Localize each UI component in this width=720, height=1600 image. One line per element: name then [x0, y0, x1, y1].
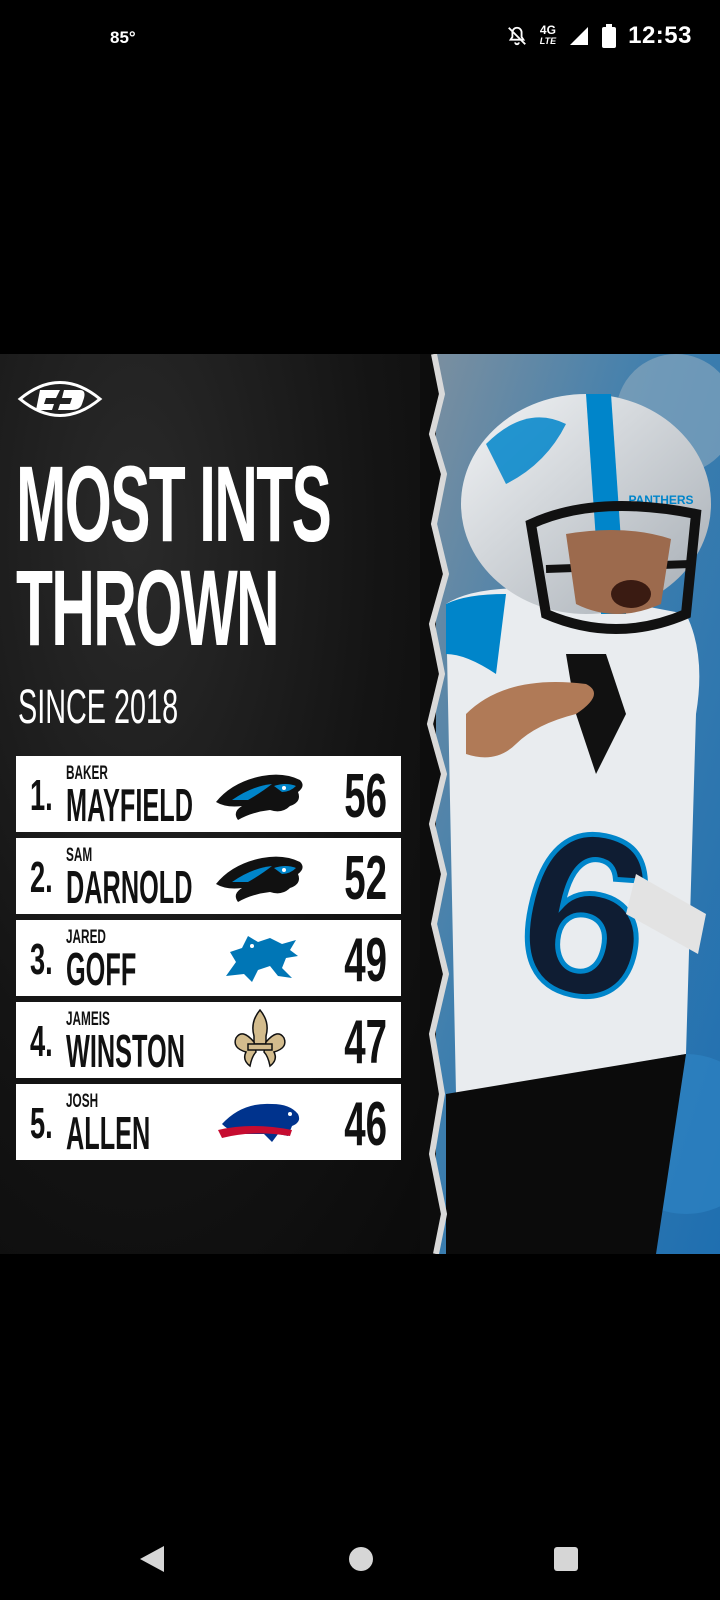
rank: 3. [30, 935, 53, 984]
rank: 5. [30, 1099, 53, 1148]
panther-logo-icon [216, 774, 303, 820]
player-photo: 6 PANTHERS [436, 354, 720, 1254]
player-last-name: MAYFIELD [66, 779, 193, 831]
player-first-name: SAM [66, 845, 93, 866]
stats-graphic: 6 PANTHERS MOST INTS THROWN SINCE 2018 [0, 354, 720, 1254]
leaderboard: 1. BAKER MAYFIELD 56 2. SAM DARNOLD 52 [16, 756, 401, 1166]
rank: 2. [30, 853, 53, 902]
interceptions-value: 49 [344, 926, 387, 995]
interceptions-value: 46 [344, 1090, 387, 1159]
battery-icon [602, 24, 617, 48]
player-last-name: ALLEN [66, 1107, 151, 1159]
headline: MOST INTS THROWN [16, 443, 332, 668]
lion-logo-icon [226, 936, 298, 982]
status-icons: 4G LTE 12:53 [506, 22, 692, 50]
player-first-name: JARED [66, 927, 106, 948]
clock: 12:53 [628, 22, 692, 49]
player-last-name: DARNOLD [66, 861, 193, 913]
network-subtype: LTE [539, 36, 557, 46]
network-type: 4G [539, 23, 556, 37]
torn-paper-edge [420, 354, 450, 1254]
weather-temperature: 85° [110, 28, 136, 47]
subheadline: SINCE 2018 [18, 681, 179, 734]
rank: 1. [30, 771, 53, 820]
signal-icon [570, 27, 589, 45]
player-last-name: WINSTON [66, 1025, 186, 1077]
panther-logo-icon [216, 856, 303, 902]
player-first-name: JOSH [66, 1091, 99, 1112]
leaderboard-row: 4. JAMEIS WINSTON 47 [16, 1002, 401, 1078]
leaderboard-row: 2. SAM DARNOLD 52 [16, 838, 401, 914]
status-bar: 85° 4G LTE 12:53 [0, 0, 720, 80]
buffalo-logo-icon [218, 1103, 300, 1142]
fleur-de-lis-logo-icon [234, 1008, 286, 1068]
leaderboard-row: 3. JARED GOFF 49 [16, 920, 401, 996]
interceptions-value: 56 [344, 762, 387, 831]
navigation-bar [0, 1520, 720, 1600]
rank: 4. [30, 1017, 53, 1066]
leaderboard-row: 1. BAKER MAYFIELD 56 [16, 756, 401, 832]
player-last-name: GOFF [66, 943, 137, 995]
football-logo-icon [17, 381, 103, 417]
interceptions-value: 47 [344, 1008, 387, 1077]
headline-line-2: THROWN [16, 547, 280, 668]
leaderboard-row: 5. JOSH ALLEN 46 [16, 1084, 401, 1160]
player-first-name: JAMEIS [66, 1009, 110, 1030]
player-first-name: BAKER [66, 763, 108, 784]
interceptions-value: 52 [344, 844, 387, 913]
back-triangle-icon[interactable] [138, 1544, 166, 1574]
headline-line-1: MOST INTS [16, 443, 332, 564]
network-indicator: 4G LTE [539, 23, 557, 47]
notifications-off-icon [507, 26, 526, 46]
recents-square-icon[interactable] [552, 1544, 580, 1574]
home-circle-icon[interactable] [348, 1544, 374, 1574]
